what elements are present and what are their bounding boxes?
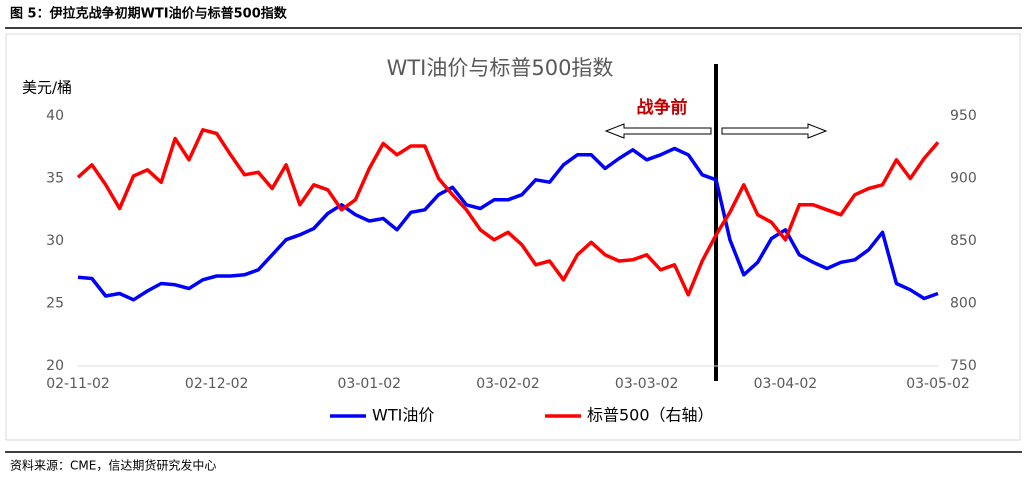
y-axis-label: 美元/桶: [22, 79, 72, 97]
x-tick-label: 03-01-02: [338, 376, 402, 392]
y2-tick-label: 900: [950, 171, 977, 187]
legend-label: WTI油价: [372, 406, 434, 425]
figure-title: 图 5：伊拉克战争初期WTI油价与标普500指数: [10, 6, 288, 22]
left-arrow: [604, 123, 712, 139]
y2-tick-label: 850: [950, 233, 977, 249]
y2-tick-label: 800: [950, 296, 977, 312]
source-note: 资料来源：CME，信达期货研究发中心: [10, 458, 216, 473]
x-tick-label: 03-05-02: [906, 376, 970, 392]
y-tick-label: 25: [46, 296, 64, 312]
y2-tick-label: 950: [950, 108, 977, 124]
y2-tick-label: 750: [950, 358, 977, 374]
right-arrow: [721, 123, 828, 139]
legend-label: 标普500（右轴）: [587, 406, 714, 425]
y-tick-label: 20: [46, 358, 64, 374]
x-tick-label: 02-11-02: [46, 376, 110, 392]
x-tick-label: 02-12-02: [185, 376, 249, 392]
data-line: [76, 128, 940, 297]
x-tick-label: 03-04-02: [754, 376, 818, 392]
x-tick-label: 03-02-02: [476, 376, 540, 392]
y-tick-label: 35: [46, 171, 64, 187]
y-tick-label: 40: [46, 108, 64, 124]
chart-title: WTI油价与标普500指数: [387, 56, 614, 80]
annotation: 战争前: [637, 97, 688, 118]
y-tick-label: 30: [46, 233, 64, 249]
data-line: [77, 146, 939, 302]
x-tick-label: 03-03-02: [615, 376, 679, 392]
chart-frame: [5, 33, 1021, 441]
